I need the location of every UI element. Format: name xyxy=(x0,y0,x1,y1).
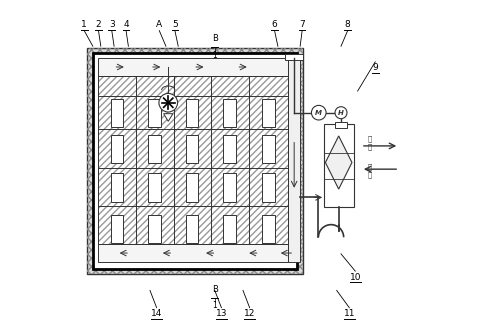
Bar xyxy=(335,122,347,128)
Bar xyxy=(224,135,236,163)
Text: 9: 9 xyxy=(372,63,378,72)
Text: 1: 1 xyxy=(81,20,87,29)
Text: H: H xyxy=(338,110,344,116)
Text: M: M xyxy=(315,110,322,116)
Text: 10: 10 xyxy=(349,273,361,282)
Bar xyxy=(262,215,275,243)
Bar xyxy=(99,244,288,262)
Bar xyxy=(148,215,161,243)
Text: 出
风: 出 风 xyxy=(367,135,372,150)
Bar xyxy=(186,135,198,163)
Text: A: A xyxy=(156,20,162,29)
Text: 8: 8 xyxy=(345,20,350,29)
Text: 1: 1 xyxy=(212,302,217,311)
Text: 2: 2 xyxy=(96,20,101,29)
Bar xyxy=(262,173,275,202)
Bar xyxy=(111,173,123,202)
Circle shape xyxy=(312,106,326,120)
Text: 11: 11 xyxy=(344,309,355,318)
Bar xyxy=(87,48,303,274)
Text: 6: 6 xyxy=(272,20,278,29)
Text: 12: 12 xyxy=(244,309,255,318)
Text: 进
风: 进 风 xyxy=(367,164,372,178)
Bar xyxy=(186,98,198,127)
Text: 14: 14 xyxy=(151,309,162,318)
Bar xyxy=(285,54,303,60)
Text: 13: 13 xyxy=(216,309,227,318)
Bar xyxy=(224,215,236,243)
Circle shape xyxy=(159,93,177,112)
Bar xyxy=(186,173,198,202)
Bar xyxy=(111,98,123,127)
Bar xyxy=(99,76,288,244)
Bar xyxy=(111,135,123,163)
Bar xyxy=(87,48,303,274)
Bar xyxy=(99,58,288,76)
Polygon shape xyxy=(326,136,352,189)
Bar xyxy=(224,173,236,202)
Text: 5: 5 xyxy=(172,20,178,29)
Bar xyxy=(324,124,354,207)
Bar xyxy=(148,173,161,202)
Bar xyxy=(148,98,161,127)
Bar xyxy=(111,215,123,243)
Bar xyxy=(262,98,275,127)
Bar xyxy=(288,58,300,262)
Bar xyxy=(99,76,288,244)
Text: 3: 3 xyxy=(109,20,115,29)
Bar xyxy=(148,135,161,163)
Circle shape xyxy=(335,107,347,119)
Text: 7: 7 xyxy=(299,20,305,29)
Text: B: B xyxy=(212,34,218,43)
Bar xyxy=(224,98,236,127)
Text: B: B xyxy=(212,285,218,294)
Text: 1: 1 xyxy=(212,51,217,60)
Bar xyxy=(93,53,297,269)
Text: 4: 4 xyxy=(123,20,129,29)
Bar xyxy=(186,215,198,243)
Bar xyxy=(262,135,275,163)
Polygon shape xyxy=(164,114,173,121)
